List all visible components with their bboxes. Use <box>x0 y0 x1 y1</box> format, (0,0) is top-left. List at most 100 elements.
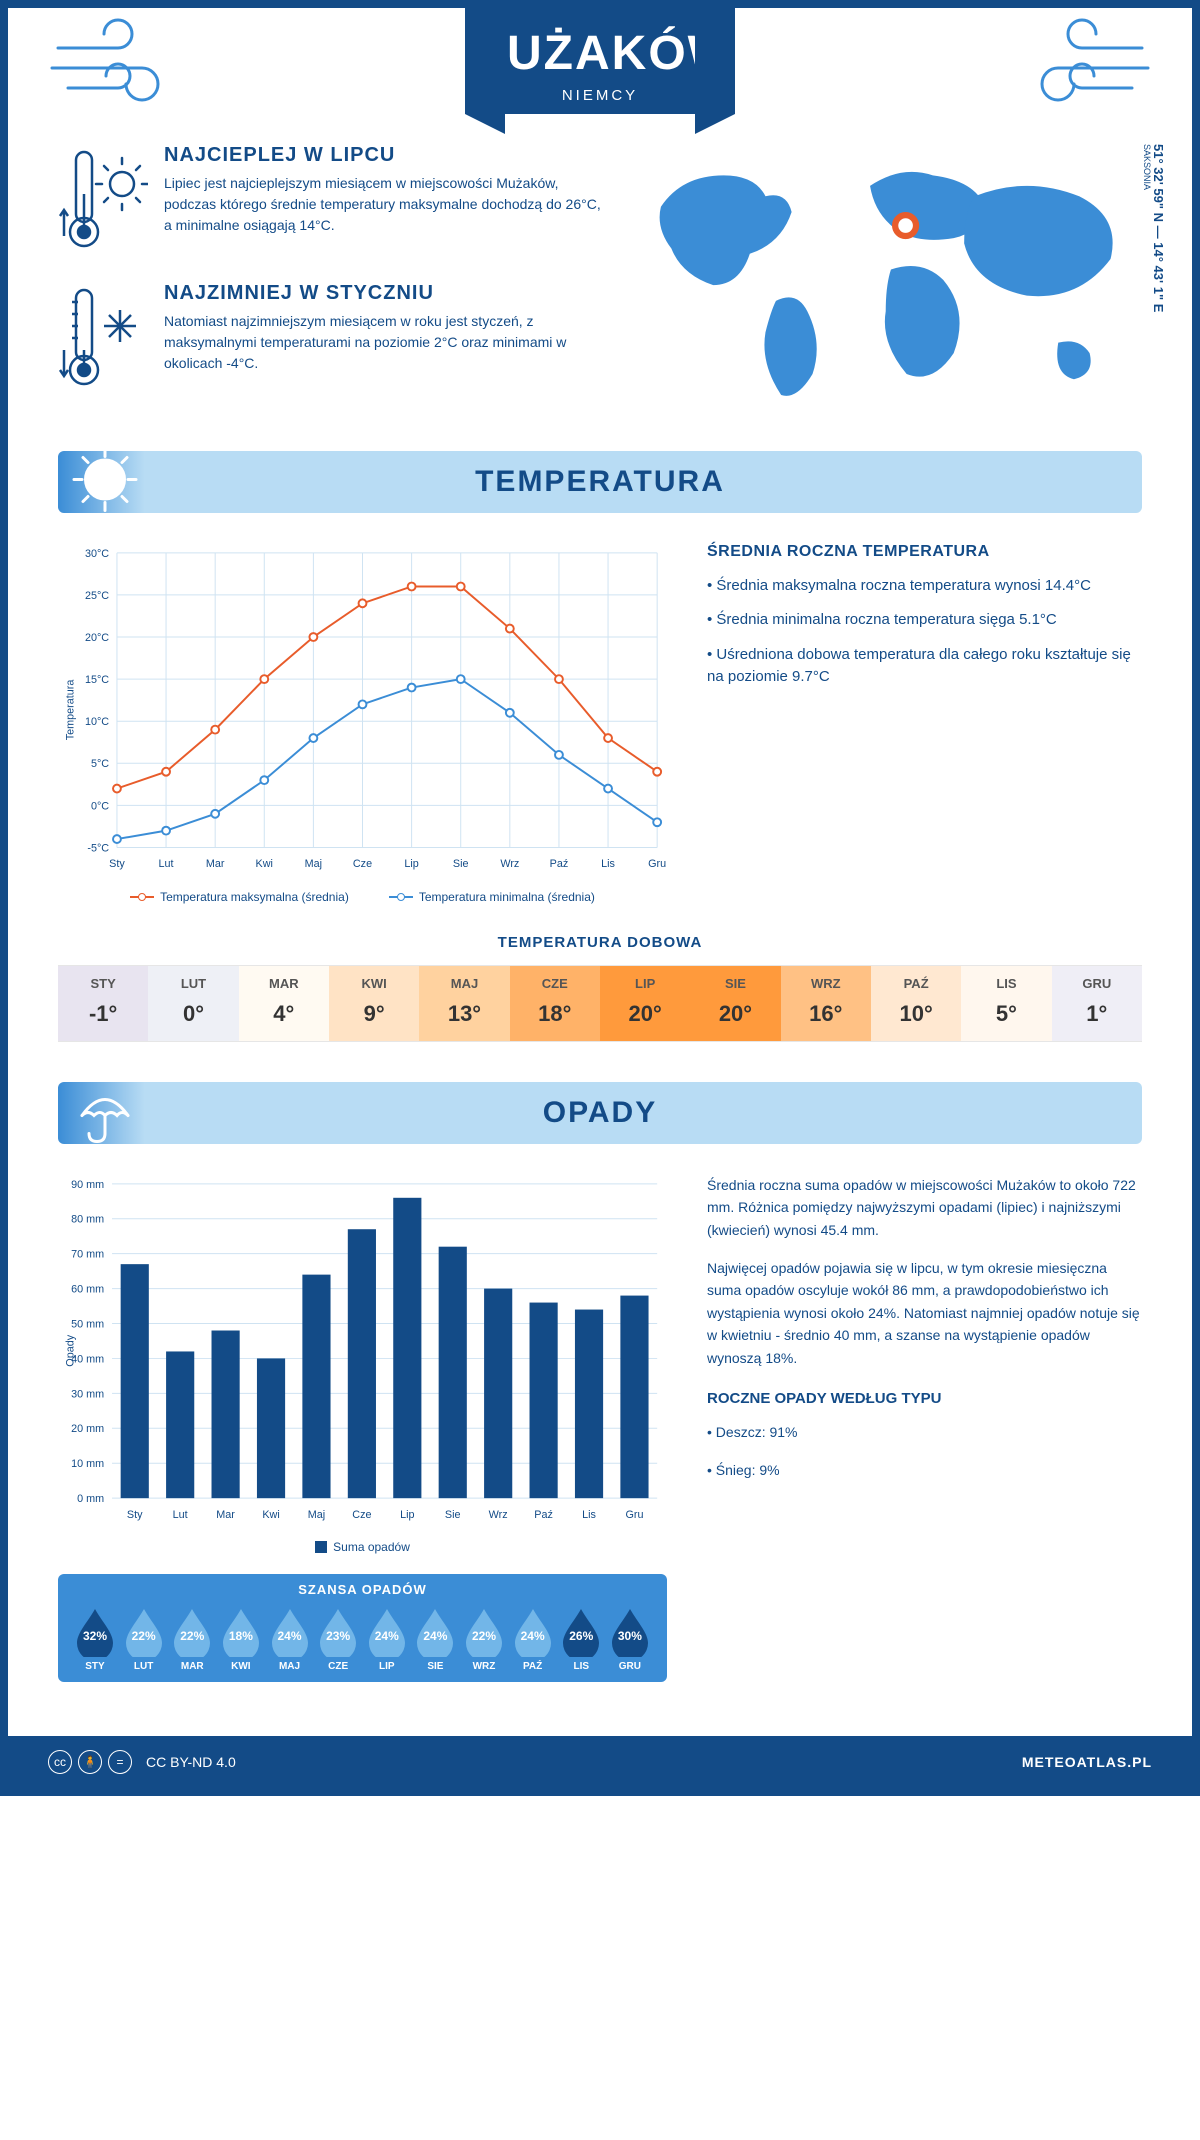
svg-text:Maj: Maj <box>305 858 322 870</box>
wind-swirl-icon <box>1012 8 1152 108</box>
thermometer-sun-icon <box>58 144 148 254</box>
svg-text:30°C: 30°C <box>85 548 109 560</box>
precipitation-section-header: OPADY <box>58 1082 1142 1144</box>
daily-cell: WRZ16° <box>781 966 871 1041</box>
chance-item: 32%STY <box>72 1605 118 1672</box>
svg-text:Paź: Paź <box>550 858 569 870</box>
cc-icon: cc <box>48 1750 72 1774</box>
legend-max: .legend-item:nth-child(1) .legend-swatch… <box>130 890 349 904</box>
svg-text:10 mm: 10 mm <box>71 1458 104 1470</box>
temperature-section-header: TEMPERATURA <box>58 451 1142 513</box>
svg-text:Lis: Lis <box>601 858 615 870</box>
svg-text:Wrz: Wrz <box>489 1509 508 1521</box>
svg-text:50 mm: 50 mm <box>71 1318 104 1330</box>
chance-item: 18%KWI <box>218 1605 264 1672</box>
daily-cell: SIE20° <box>690 966 780 1041</box>
svg-text:20°C: 20°C <box>85 632 109 644</box>
svg-text:0 mm: 0 mm <box>77 1493 104 1505</box>
chance-item: 30%GRU <box>607 1605 653 1672</box>
svg-text:Lut: Lut <box>173 1509 188 1521</box>
thermometer-snow-icon <box>58 282 148 392</box>
daily-cell: LUT0° <box>148 966 238 1041</box>
svg-text:80 mm: 80 mm <box>71 1213 104 1225</box>
chance-item: 24%MAJ <box>267 1605 313 1672</box>
daily-cell: LIP20° <box>600 966 690 1041</box>
chance-item: 26%LIS <box>558 1605 604 1672</box>
precipitation-chance-box: SZANSA OPADÓW 32%STY 22%LUT 22%MAR 18%KW… <box>58 1574 667 1682</box>
chance-item: 24%SIE <box>412 1605 458 1672</box>
svg-text:25°C: 25°C <box>85 590 109 602</box>
daily-cell: GRU1° <box>1052 966 1142 1041</box>
svg-text:60 mm: 60 mm <box>71 1283 104 1295</box>
umbrella-icon <box>70 1075 140 1150</box>
svg-text:Mar: Mar <box>216 1509 235 1521</box>
svg-text:-5°C: -5°C <box>87 842 109 854</box>
svg-text:Cze: Cze <box>352 1509 371 1521</box>
legend-precip: Suma opadów <box>315 1540 410 1554</box>
svg-text:Gru: Gru <box>625 1509 643 1521</box>
temperature-chart: -5°C0°C5°C10°C15°C20°C25°C30°CStyLutMarK… <box>58 543 667 904</box>
svg-text:Sie: Sie <box>453 858 469 870</box>
svg-text:Kwi: Kwi <box>256 858 273 870</box>
daily-cell: PAŹ10° <box>871 966 961 1041</box>
coordinates: 51° 32' 59" N — 14° 43' 1" E <box>1151 144 1166 312</box>
svg-text:Lip: Lip <box>400 1509 414 1521</box>
svg-text:Gru: Gru <box>648 858 666 870</box>
chance-item: 22%WRZ <box>461 1605 507 1672</box>
svg-text:Lip: Lip <box>404 858 418 870</box>
chance-item: 23%CZE <box>315 1605 361 1672</box>
svg-text:30 mm: 30 mm <box>71 1388 104 1400</box>
precipitation-title: OPADY <box>58 1096 1142 1130</box>
warmest-title: NAJCIEPLEJ W LIPCU <box>164 144 610 167</box>
daily-temp-title: TEMPERATURA DOBOWA <box>58 934 1142 951</box>
daily-cell: LIS5° <box>961 966 1051 1041</box>
daily-cell: CZE18° <box>510 966 600 1041</box>
precipitation-chart: 0 mm10 mm20 mm30 mm40 mm50 mm60 mm70 mm8… <box>58 1174 667 1683</box>
temperature-summary: ŚREDNIA ROCZNA TEMPERATURA • Średnia mak… <box>707 543 1142 904</box>
precipitation-summary: Średnia roczna suma opadów w miejscowośc… <box>707 1174 1142 1683</box>
daily-cell: KWI9° <box>329 966 419 1041</box>
daily-cell: STY-1° <box>58 966 148 1041</box>
warmest-block: NAJCIEPLEJ W LIPCU Lipiec jest najcieple… <box>58 144 610 254</box>
warmest-text: Lipiec jest najcieplejszym miesiącem w m… <box>164 173 610 236</box>
svg-text:0°C: 0°C <box>91 800 109 812</box>
sun-icon <box>70 444 140 519</box>
svg-text:Sty: Sty <box>127 1509 143 1521</box>
svg-text:Sie: Sie <box>445 1509 461 1521</box>
svg-text:10°C: 10°C <box>85 716 109 728</box>
svg-text:20 mm: 20 mm <box>71 1423 104 1435</box>
chance-item: 24%PAŹ <box>510 1605 556 1672</box>
svg-text:Kwi: Kwi <box>262 1509 279 1521</box>
coldest-block: NAJZIMNIEJ W STYCZNIU Natomiast najzimni… <box>58 282 610 392</box>
coldest-title: NAJZIMNIEJ W STYCZNIU <box>164 282 610 305</box>
svg-text:Wrz: Wrz <box>500 858 519 870</box>
svg-text:Cze: Cze <box>353 858 372 870</box>
svg-text:70 mm: 70 mm <box>71 1248 104 1260</box>
by-icon: 🧍 <box>78 1750 102 1774</box>
svg-text:90 mm: 90 mm <box>71 1179 104 1191</box>
chance-item: 22%MAR <box>169 1605 215 1672</box>
svg-text:Paź: Paź <box>534 1509 553 1521</box>
page-header: MUŻAKÓW NIEMCY <box>465 8 735 114</box>
world-map: SAKSONIA 51° 32' 59" N — 14° 43' 1" E <box>640 144 1142 421</box>
legend-min: .legend-item:nth-child(2) .legend-swatch… <box>389 890 595 904</box>
nd-icon: = <box>108 1750 132 1774</box>
page-footer: cc 🧍 = CC BY-ND 4.0 METEOATLAS.PL <box>8 1736 1192 1788</box>
svg-text:Mar: Mar <box>206 858 225 870</box>
svg-text:Lut: Lut <box>159 858 174 870</box>
coldest-text: Natomiast najzimniejszym miesiącem w rok… <box>164 311 610 374</box>
daily-cell: MAR4° <box>239 966 329 1041</box>
svg-text:Temperatura: Temperatura <box>65 680 77 741</box>
page-title: MUŻAKÓW <box>465 26 735 81</box>
site-name: METEOATLAS.PL <box>1022 1754 1152 1770</box>
chance-item: 22%LUT <box>121 1605 167 1672</box>
daily-cell: MAJ13° <box>419 966 509 1041</box>
daily-temp-strip: STY-1°LUT0°MAR4°KWI9°MAJ13°CZE18°LIP20°S… <box>58 965 1142 1042</box>
svg-text:Lis: Lis <box>582 1509 596 1521</box>
svg-text:Opady: Opady <box>65 1334 77 1366</box>
wind-swirl-icon <box>48 8 188 108</box>
chance-item: 24%LIP <box>364 1605 410 1672</box>
svg-text:Maj: Maj <box>308 1509 325 1521</box>
svg-text:15°C: 15°C <box>85 674 109 686</box>
temperature-title: TEMPERATURA <box>58 465 1142 499</box>
